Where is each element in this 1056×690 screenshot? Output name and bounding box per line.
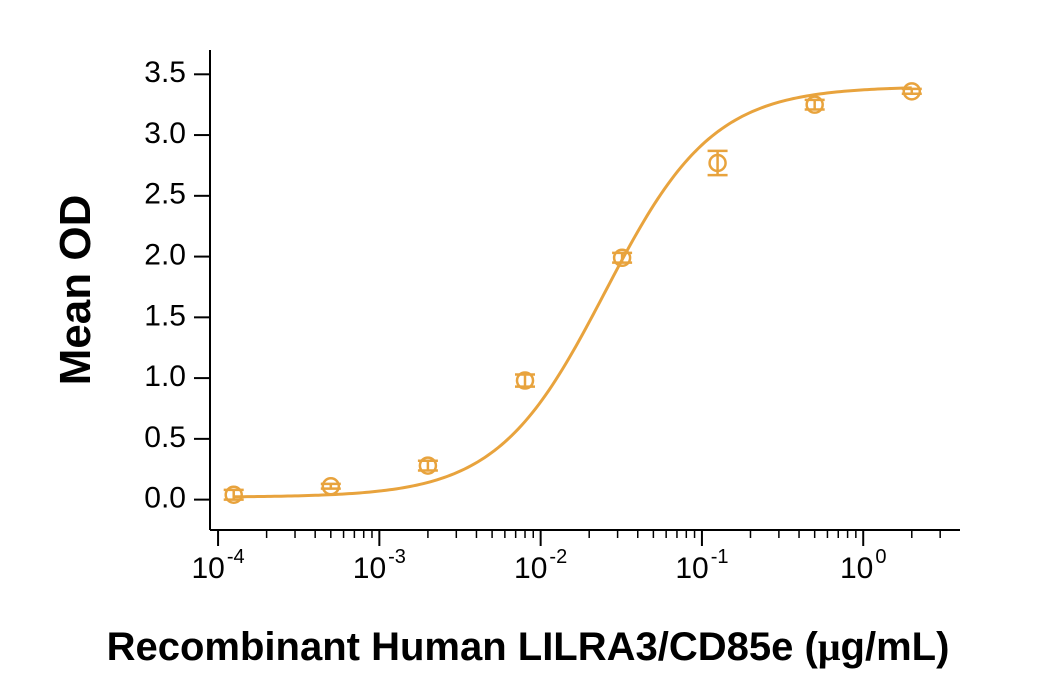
chart-svg: 0.0 0.5 1.0 1.5 2.0 2.5 3.0 3.5 10-4 10-3 10-2 10-1… xyxy=(0,0,1056,690)
x-tick-label: 10-3 xyxy=(353,546,406,585)
x-tick-label: 10-4 xyxy=(191,546,244,585)
y-tick-label: 0.0 xyxy=(144,482,186,515)
fit-curve xyxy=(234,88,912,497)
y-tick-label: 2.5 xyxy=(144,178,186,211)
y-tick-label: 0.5 xyxy=(144,421,186,454)
x-tick-label: 100 xyxy=(840,546,887,585)
y-tick-label: 1.0 xyxy=(144,360,186,393)
y-tick-label: 3.5 xyxy=(144,56,186,89)
y-tick-label: 1.5 xyxy=(144,299,186,332)
x-axis-title: Recombinant Human LILRA3/CD85e (μg/mL) xyxy=(107,624,950,669)
x-tick-label: 10-1 xyxy=(675,546,728,585)
y-axis-title: Mean OD xyxy=(51,195,100,386)
y-tick-label: 3.0 xyxy=(144,117,186,150)
x-tick-label: 10-2 xyxy=(514,546,567,585)
chart-container: 0.0 0.5 1.0 1.5 2.0 2.5 3.0 3.5 10-4 10-3 10-2 10-1… xyxy=(0,0,1056,690)
y-tick-label: 2.0 xyxy=(144,239,186,272)
